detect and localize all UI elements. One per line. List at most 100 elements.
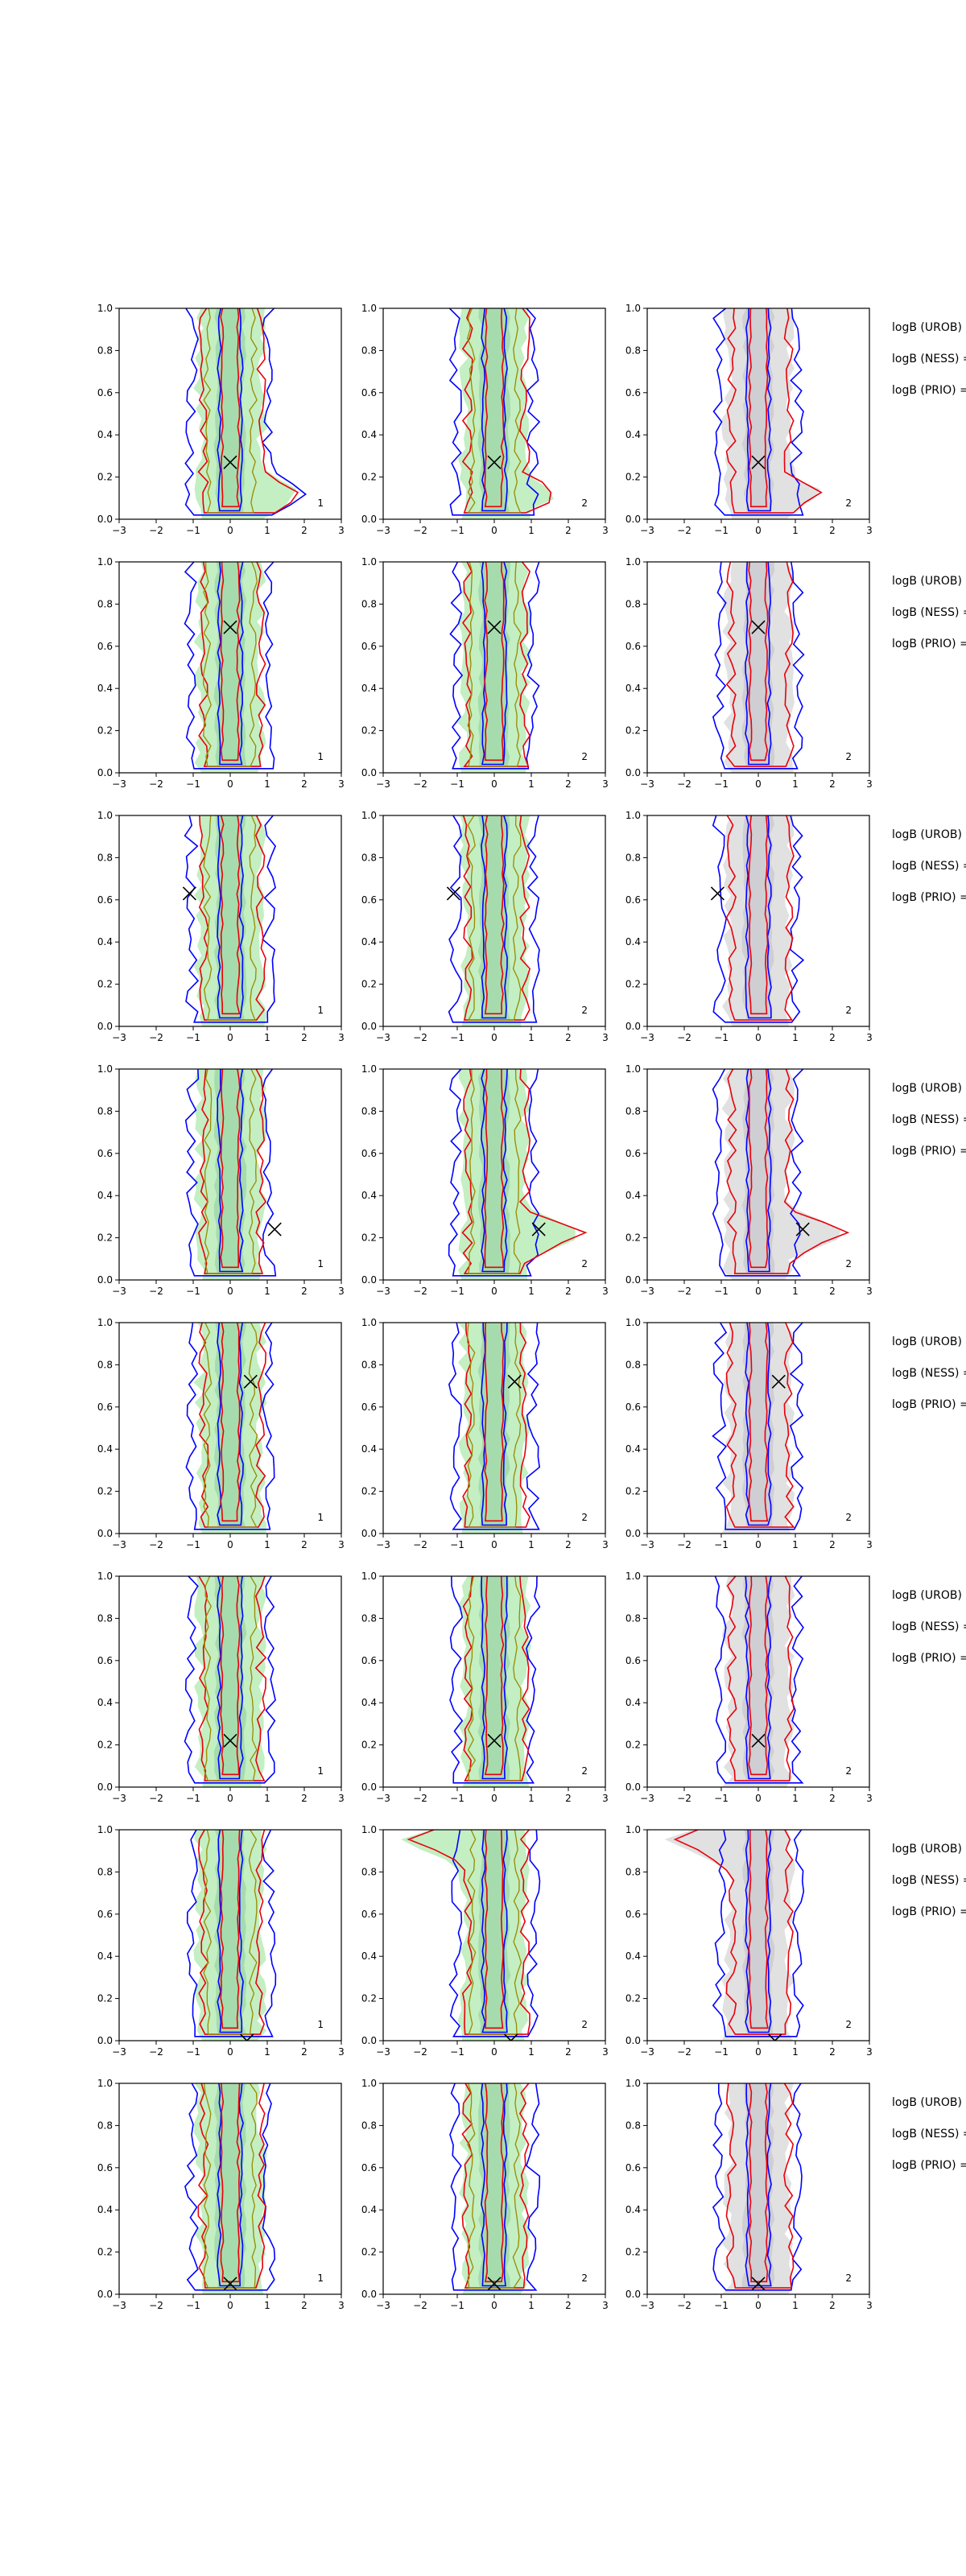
y-tick-label: 1.0 bbox=[625, 1317, 641, 1328]
x-tick-label: −2 bbox=[677, 2046, 691, 2058]
x-tick-label: −1 bbox=[450, 2046, 464, 2058]
y-tick-label: 0.2 bbox=[97, 1740, 113, 1751]
y-tick-label: 1.0 bbox=[361, 1571, 377, 1582]
true-value-marker bbox=[531, 1222, 546, 1236]
x-tick-label: 0 bbox=[755, 2046, 762, 2058]
red-contour-outer bbox=[462, 815, 531, 1021]
blue-contour-inner bbox=[217, 1323, 244, 1526]
x-tick-label: −3 bbox=[376, 778, 390, 790]
x-tick-label: 2 bbox=[829, 525, 836, 536]
blue-contour-outer bbox=[448, 308, 541, 516]
x-tick-label: 0 bbox=[491, 1793, 497, 1804]
red-contour-inner bbox=[484, 2083, 505, 2283]
panel-number-label: 2 bbox=[845, 1005, 852, 1016]
panel-number-label: 2 bbox=[581, 2019, 588, 2030]
x-tick-label: 0 bbox=[227, 2300, 233, 2311]
y-tick-label: 0.0 bbox=[625, 514, 641, 525]
x-tick-label: −2 bbox=[677, 525, 691, 536]
x-tick-label: 1 bbox=[264, 1539, 270, 1550]
x-tick-label: 2 bbox=[829, 1793, 836, 1804]
y-tick-label: 0.6 bbox=[625, 641, 641, 652]
y-tick-label: 0.4 bbox=[625, 2204, 641, 2215]
panel-r8-c1: −3 −2 −1 0 1 2 3 0.0 0.2 0.4 0.6 0.8 1.0 1 bbox=[97, 2078, 345, 2311]
x-tick-label: 0 bbox=[755, 1286, 762, 1297]
x-tick-label: 1 bbox=[264, 1286, 270, 1297]
x-tick-label: 0 bbox=[227, 1793, 233, 1804]
panel-r2-c1: −3 −2 −1 0 1 2 3 0.0 0.2 0.4 0.6 0.8 1.0 1 bbox=[97, 556, 345, 790]
x-tick-label: −2 bbox=[149, 778, 163, 790]
red-contour-inner bbox=[220, 1069, 241, 1269]
x-tick-label: −1 bbox=[450, 525, 464, 536]
red-contour-outer bbox=[673, 1830, 794, 2035]
true-value-marker bbox=[487, 455, 502, 469]
x-tick-label: 1 bbox=[528, 2300, 535, 2311]
true-value-marker bbox=[223, 2277, 237, 2291]
y-tick-label: 0.4 bbox=[97, 2204, 113, 2215]
x-tick-label: −3 bbox=[640, 2046, 654, 2058]
y-tick-label: 0.8 bbox=[625, 1866, 641, 1877]
y-tick-label: 0.8 bbox=[361, 852, 377, 863]
true-value-marker bbox=[751, 1733, 766, 1748]
y-tick-label: 0.2 bbox=[361, 2247, 377, 2258]
x-tick-label: 3 bbox=[338, 1286, 345, 1297]
y-tick-label: 1.0 bbox=[361, 810, 377, 821]
y-tick-label: 1.0 bbox=[361, 1824, 377, 1835]
x-tick-label: −1 bbox=[186, 1793, 200, 1804]
y-tick-label: 0.8 bbox=[97, 1612, 113, 1624]
x-tick-label: −3 bbox=[112, 778, 126, 790]
logb-label: logB (PRIO) = bbox=[892, 1905, 966, 1918]
x-tick-label: 1 bbox=[792, 1793, 799, 1804]
y-tick-label: 0.2 bbox=[97, 979, 113, 990]
x-tick-label: 2 bbox=[301, 1539, 308, 1550]
x-tick-label: −2 bbox=[677, 1286, 691, 1297]
x-tick-label: −3 bbox=[112, 1286, 126, 1297]
x-tick-label: 3 bbox=[602, 1032, 609, 1043]
panel-number-label: 1 bbox=[317, 1005, 324, 1016]
panel-number-label: 2 bbox=[845, 1512, 852, 1523]
y-tick-label: 0.6 bbox=[625, 1909, 641, 1920]
y-tick-label: 0.8 bbox=[97, 345, 113, 356]
x-tick-label: −3 bbox=[376, 2046, 390, 2058]
panel-r3-c3: −3 −2 −1 0 1 2 3 0.0 0.2 0.4 0.6 0.8 1.0 2 bbox=[625, 810, 873, 1043]
x-tick-label: −2 bbox=[413, 1032, 427, 1043]
y-tick-label: 0.4 bbox=[361, 429, 377, 440]
x-tick-label: 0 bbox=[227, 1032, 233, 1043]
x-tick-label: −1 bbox=[186, 2046, 200, 2058]
blue-contour-inner bbox=[745, 1323, 772, 1526]
red-contour-inner bbox=[220, 1830, 241, 2029]
x-tick-label: −3 bbox=[376, 525, 390, 536]
side-labels-row-1: logB (UROB) = logB (NESS) = logB (PRIO) = bbox=[892, 321, 966, 397]
x-tick-label: 2 bbox=[565, 1032, 572, 1043]
y-tick-label: 0.2 bbox=[625, 472, 641, 483]
olive-contour bbox=[203, 1830, 258, 2035]
red-contour-outer bbox=[198, 1323, 267, 1528]
blue-contour-inner bbox=[217, 1576, 244, 1780]
x-tick-label: −1 bbox=[186, 1032, 200, 1043]
density-fill-outer bbox=[721, 1069, 841, 1280]
y-tick-label: 0.8 bbox=[361, 598, 377, 609]
x-tick-label: 3 bbox=[602, 2300, 609, 2311]
x-tick-label: 1 bbox=[528, 1793, 535, 1804]
panel-number-label: 2 bbox=[581, 1005, 588, 1016]
x-tick-label: −1 bbox=[186, 2300, 200, 2311]
true-value-marker bbox=[446, 886, 460, 901]
y-tick-label: 0.4 bbox=[625, 936, 641, 947]
x-tick-label: 1 bbox=[264, 1032, 270, 1043]
y-tick-label: 0.6 bbox=[625, 894, 641, 906]
y-tick-label: 0.8 bbox=[361, 2120, 377, 2131]
y-tick-label: 0.0 bbox=[97, 2035, 113, 2046]
red-contour-outer bbox=[197, 1830, 266, 2035]
logb-label: logB (UROB) = bbox=[892, 828, 966, 841]
x-tick-label: 3 bbox=[338, 1793, 345, 1804]
blue-contour-inner bbox=[745, 562, 772, 766]
panel-number-label: 1 bbox=[317, 1258, 324, 1269]
blue-contour-outer bbox=[184, 1069, 277, 1277]
blue-contour-inner bbox=[481, 562, 508, 766]
x-tick-label: 2 bbox=[301, 1286, 308, 1297]
x-tick-label: 3 bbox=[866, 2300, 873, 2311]
red-contour-outer bbox=[198, 815, 266, 1021]
x-tick-label: −2 bbox=[413, 2300, 427, 2311]
red-contour-inner bbox=[484, 1576, 505, 1776]
true-value-marker bbox=[243, 1374, 258, 1389]
x-tick-label: −3 bbox=[640, 2300, 654, 2311]
